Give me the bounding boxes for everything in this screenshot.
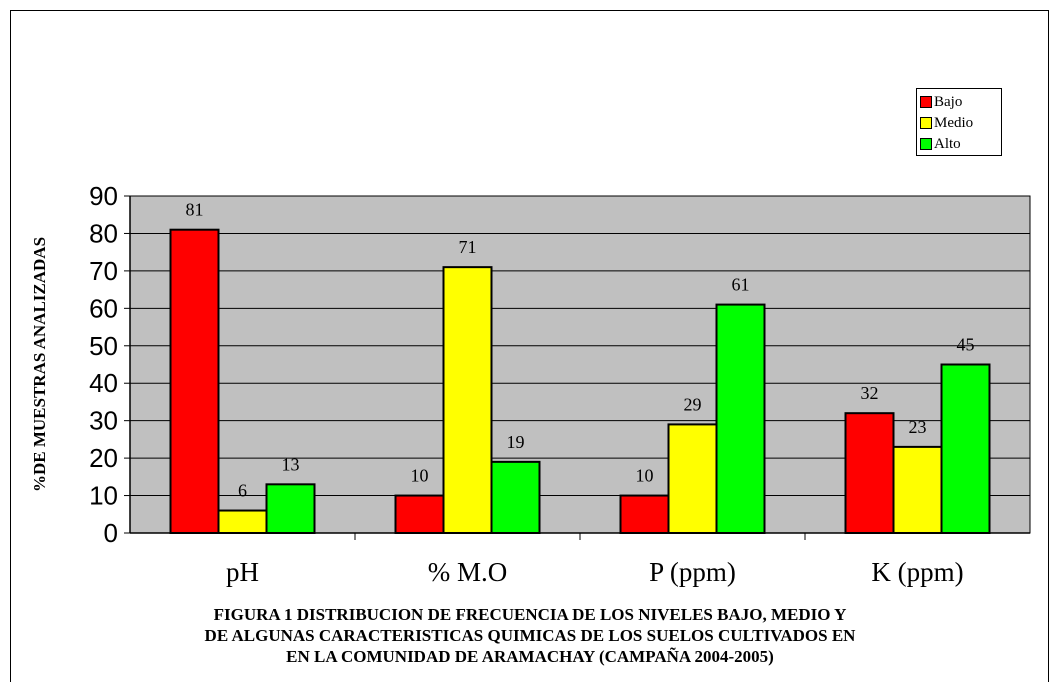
data-label: 6 bbox=[238, 481, 247, 501]
y-tick-label: 50 bbox=[89, 331, 118, 361]
data-label: 10 bbox=[636, 466, 654, 486]
legend-swatch-alto bbox=[920, 138, 932, 150]
y-tick-label: 30 bbox=[89, 406, 118, 436]
data-label: 13 bbox=[282, 454, 300, 474]
bar-alto bbox=[265, 483, 316, 535]
figure-caption-line-1: FIGURA 1 DISTRIBUCION DE FRECUENCIA DE L… bbox=[213, 605, 847, 624]
legend-swatch-medio bbox=[920, 117, 932, 129]
y-tick-label: 90 bbox=[89, 181, 118, 211]
bar-bajo bbox=[169, 228, 220, 534]
data-label: 32 bbox=[861, 383, 879, 403]
bar-medio bbox=[892, 445, 943, 534]
legend-label-alto: Alto bbox=[934, 135, 961, 152]
x-tick-label: K (ppm) bbox=[871, 557, 963, 587]
legend-item-alto: Alto bbox=[920, 134, 961, 154]
y-axis-title: %DE MUESTRAS ANALIZADAS bbox=[30, 237, 49, 492]
bar-alto bbox=[715, 303, 766, 535]
y-tick-label: 10 bbox=[89, 481, 118, 511]
x-tick-label: P (ppm) bbox=[649, 557, 736, 587]
data-label: 19 bbox=[507, 432, 525, 452]
bar-medio bbox=[667, 423, 718, 534]
data-label: 61 bbox=[732, 275, 750, 295]
y-tick-label: 0 bbox=[104, 518, 118, 548]
data-label: 23 bbox=[909, 417, 927, 437]
data-label: 10 bbox=[411, 466, 429, 486]
bar-medio bbox=[442, 266, 493, 534]
x-tick-label: % M.O bbox=[428, 557, 508, 587]
bar-alto bbox=[490, 460, 541, 535]
y-tick-label: 70 bbox=[89, 256, 118, 286]
bar-alto bbox=[940, 363, 991, 534]
x-tick-label: pH bbox=[226, 557, 259, 587]
legend-swatch-bajo bbox=[920, 96, 932, 108]
legend-label-bajo: Bajo bbox=[934, 93, 963, 110]
figure-caption-line-3: EN LA COMUNIDAD DE ARAMACHAY (CAMPAÑA 20… bbox=[286, 647, 774, 666]
legend-item-medio: Medio bbox=[920, 113, 973, 133]
y-tick-label: 20 bbox=[89, 443, 118, 473]
figure-caption-line-2: DE ALGUNAS CARACTERISTICAS QUIMICAS DE L… bbox=[204, 626, 856, 645]
chart-frame bbox=[10, 10, 1049, 682]
data-label: 81 bbox=[186, 200, 204, 220]
data-label: 71 bbox=[459, 237, 477, 257]
data-label: 45 bbox=[957, 335, 975, 355]
legend-label-medio: Medio bbox=[934, 114, 974, 131]
bar-bajo bbox=[394, 494, 445, 534]
legend-item-bajo: Bajo bbox=[920, 92, 962, 112]
y-tick-label: 60 bbox=[89, 293, 118, 323]
bar-medio bbox=[217, 509, 268, 534]
bar-bajo bbox=[619, 494, 670, 534]
y-tick-label: 80 bbox=[89, 218, 118, 248]
bar-bajo bbox=[844, 412, 895, 534]
data-label: 29 bbox=[684, 394, 702, 414]
chart-legend: Bajo Medio Alto bbox=[916, 88, 1002, 156]
y-tick-label: 40 bbox=[89, 368, 118, 398]
